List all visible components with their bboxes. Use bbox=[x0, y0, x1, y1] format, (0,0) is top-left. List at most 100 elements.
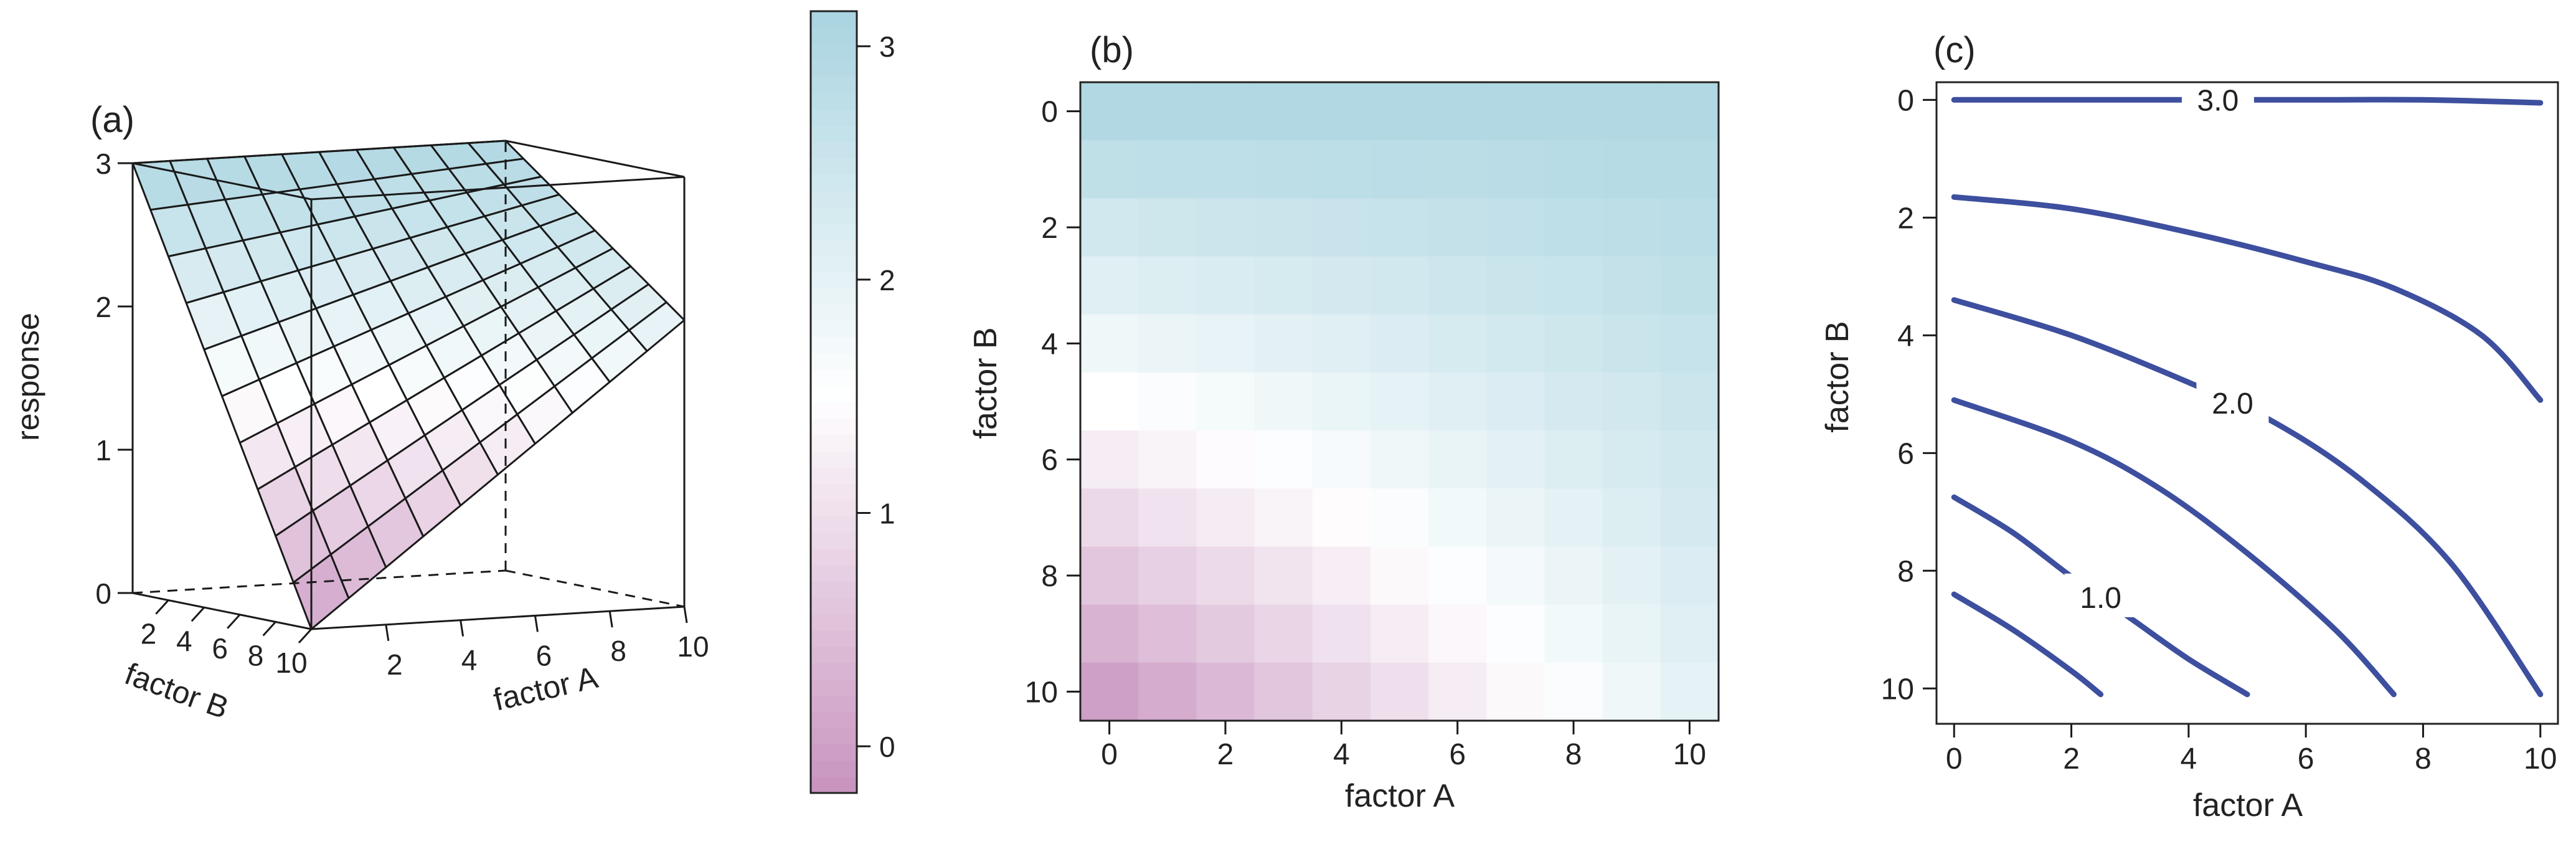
heatmap-cell bbox=[1486, 140, 1545, 199]
heatmap-cell bbox=[1370, 198, 1429, 257]
heatmap-cell bbox=[1602, 314, 1661, 373]
heatmap-cell bbox=[1080, 198, 1139, 257]
tick-label: 10 bbox=[1025, 676, 1058, 709]
colorbar-band bbox=[811, 597, 857, 615]
panel-b-heatmap: (b) 0 2 4 6 8 10 0 2 4 6 8 10 factor A factor B bbox=[968, 30, 1720, 814]
heatmap-cell bbox=[1602, 82, 1661, 141]
tick-label: 1 bbox=[879, 497, 895, 529]
colorbar-band bbox=[811, 744, 857, 761]
colorbar-band bbox=[811, 11, 857, 28]
heatmap-cell bbox=[1196, 372, 1255, 431]
heatmap-cell bbox=[1486, 198, 1545, 257]
heatmap-cell bbox=[1138, 256, 1197, 315]
heatmap-frame bbox=[1079, 81, 1720, 722]
colorbar-frame bbox=[809, 10, 858, 794]
surface-cell bbox=[292, 553, 350, 630]
heatmap-cell bbox=[1544, 82, 1603, 141]
contour-frame bbox=[1935, 81, 2559, 725]
heatmap-cell bbox=[1138, 140, 1197, 199]
tick-label: 6 bbox=[1041, 444, 1058, 477]
colorbar-band bbox=[811, 434, 857, 452]
heatmap-cell bbox=[1544, 256, 1603, 315]
heatmap-cell bbox=[1602, 488, 1661, 548]
box-edge bbox=[311, 605, 685, 630]
colorbar-band bbox=[811, 646, 857, 663]
heatmap-cell bbox=[1428, 198, 1487, 257]
heatmap-cell bbox=[1602, 546, 1661, 605]
contour-label-bg bbox=[2196, 379, 2269, 423]
tick-label: 0 bbox=[1897, 84, 1914, 117]
heatmap-cell bbox=[1138, 372, 1197, 431]
box-edge bbox=[505, 140, 685, 178]
tick-mark bbox=[262, 621, 276, 637]
tick-label: 8 bbox=[610, 635, 626, 667]
heatmap-cell bbox=[1660, 198, 1719, 257]
tick-label: 6 bbox=[212, 632, 228, 665]
colorbar-band bbox=[811, 76, 857, 93]
heatmap-cell bbox=[1370, 488, 1429, 548]
heatmap-cell bbox=[1544, 140, 1603, 199]
tick-label: 6 bbox=[2298, 742, 2314, 775]
heatmap-cell bbox=[1080, 488, 1139, 548]
tick-mark bbox=[385, 624, 390, 642]
heatmap-cell bbox=[1254, 662, 1313, 721]
tick-label: 4 bbox=[176, 625, 192, 657]
heatmap-cell bbox=[1080, 140, 1139, 199]
tick-label: 10 bbox=[677, 630, 709, 663]
heatmap-cell bbox=[1254, 82, 1313, 141]
z-axis-ticks: 0 1 2 3 bbox=[95, 148, 133, 610]
box-edge bbox=[311, 176, 685, 201]
contour-line bbox=[1951, 297, 2544, 698]
tick-label: 2 bbox=[95, 291, 111, 323]
colorbar-band bbox=[811, 760, 857, 777]
heatmap-cell bbox=[1312, 198, 1371, 257]
heatmap-cell bbox=[1138, 604, 1197, 663]
colorbar-band bbox=[811, 304, 857, 321]
heatmap-cell bbox=[1196, 604, 1255, 663]
heatmap-cell bbox=[1196, 256, 1255, 315]
heatmap-cell bbox=[1428, 82, 1487, 141]
heatmap-cell bbox=[1486, 662, 1545, 721]
heatmap-cell bbox=[1138, 82, 1197, 141]
tick-label: 10 bbox=[275, 647, 307, 679]
colorbar-band bbox=[811, 630, 857, 647]
heatmap-cell bbox=[1254, 256, 1313, 315]
heatmap-cell bbox=[1138, 430, 1197, 489]
heatmap-cell bbox=[1602, 430, 1661, 489]
tick-label: 10 bbox=[1673, 738, 1706, 771]
heatmap-cell bbox=[1660, 256, 1719, 315]
heatmap-cell bbox=[1660, 140, 1719, 199]
tick-mark bbox=[191, 607, 205, 622]
heatmap-cell bbox=[1544, 372, 1603, 431]
tick-label: 2 bbox=[1041, 212, 1058, 245]
tick-label: 2 bbox=[879, 264, 895, 296]
heatmap-cell bbox=[1254, 430, 1313, 489]
colorbar-band bbox=[811, 516, 857, 533]
heatmap-cell bbox=[1370, 662, 1429, 721]
heatmap-cell bbox=[1312, 488, 1371, 548]
colorbar-band bbox=[811, 141, 857, 159]
tick-label: 0 bbox=[879, 731, 895, 763]
tick-label: 2 bbox=[387, 648, 403, 681]
heatmap-cell bbox=[1660, 546, 1719, 605]
contour-label: 1.0 bbox=[2080, 582, 2121, 615]
heatmap-cell bbox=[1196, 546, 1255, 605]
tick-label: 4 bbox=[1333, 738, 1350, 771]
colorbar-gradient bbox=[811, 11, 857, 794]
colorbar: 0 1 2 3 bbox=[809, 10, 895, 794]
heatmap-cell bbox=[1138, 488, 1197, 548]
colorbar-band bbox=[811, 776, 857, 794]
heatmap-cell bbox=[1370, 314, 1429, 373]
tick-label: 0 bbox=[1946, 742, 1963, 775]
contour-line bbox=[1951, 194, 2544, 403]
colorbar-band bbox=[811, 320, 857, 338]
heatmap-cell bbox=[1080, 314, 1139, 373]
heatmap-cell bbox=[1138, 198, 1197, 257]
colorbar-band bbox=[811, 158, 857, 175]
heatmap-cell bbox=[1370, 140, 1429, 199]
heatmap-cell bbox=[1312, 546, 1371, 605]
colorbar-band bbox=[811, 581, 857, 599]
heatmap-cell bbox=[1660, 82, 1719, 141]
heatmap-cell bbox=[1254, 604, 1313, 663]
heatmap-cell bbox=[1312, 372, 1371, 431]
